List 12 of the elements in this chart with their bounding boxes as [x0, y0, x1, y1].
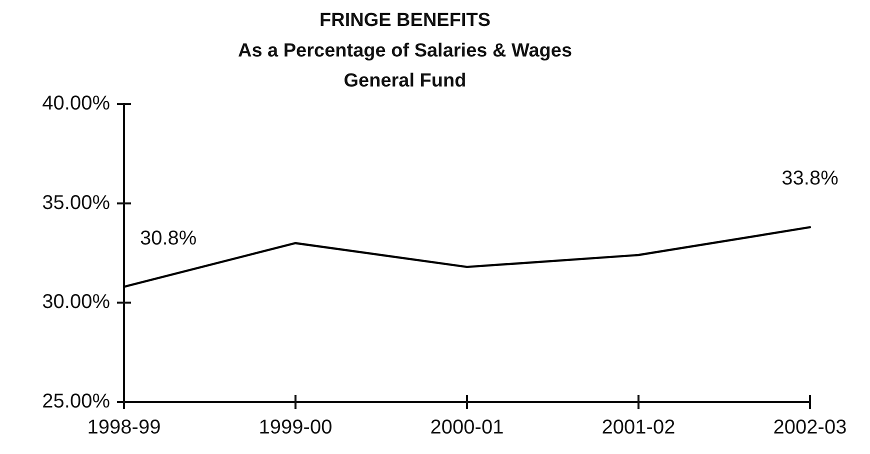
x-tick-label: 2002-03 [773, 416, 847, 439]
chart-title: FRINGE BENEFITS As a Percentage of Salaries & Wages General Fund [238, 10, 572, 92]
y-tick-label: 40.00% [42, 92, 110, 115]
x-tick-label: 1999-00 [258, 416, 332, 439]
y-tick-label: 35.00% [42, 192, 110, 214]
y-tick-label: 30.00% [42, 291, 110, 314]
x-tick-label: 2001-02 [602, 416, 676, 439]
x-tick-label: 1998-99 [87, 416, 161, 439]
data-label: 30.8% [140, 227, 197, 250]
x-tick-label: 2000-01 [430, 416, 504, 439]
data-label: 33.8% [782, 168, 839, 190]
y-tick-label: 25.00% [42, 390, 110, 413]
